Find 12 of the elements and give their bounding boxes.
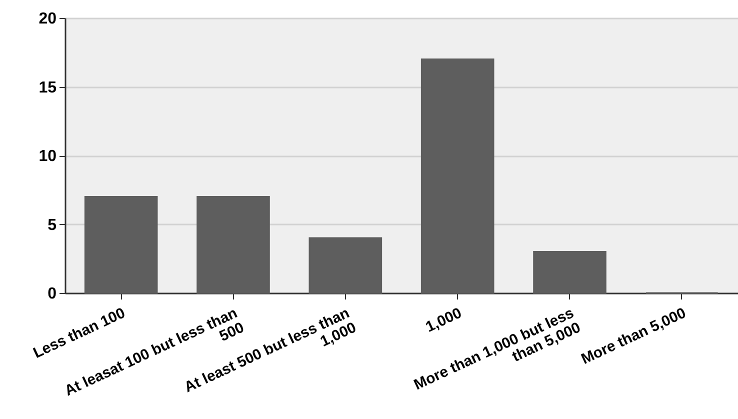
x-tick-label: 1,000 xyxy=(423,304,464,336)
bar xyxy=(196,196,270,294)
bar xyxy=(420,58,494,294)
y-tick-label: 15 xyxy=(38,79,57,96)
bar xyxy=(84,196,158,294)
x-tick-label: More than 5,000 xyxy=(578,304,689,368)
y-tick-label: 10 xyxy=(38,148,57,165)
y-tick-label: 20 xyxy=(38,10,57,28)
bar xyxy=(533,251,606,294)
bar xyxy=(308,237,382,294)
y-tick-label: 0 xyxy=(48,286,57,302)
y-tick-label: 5 xyxy=(48,216,57,234)
